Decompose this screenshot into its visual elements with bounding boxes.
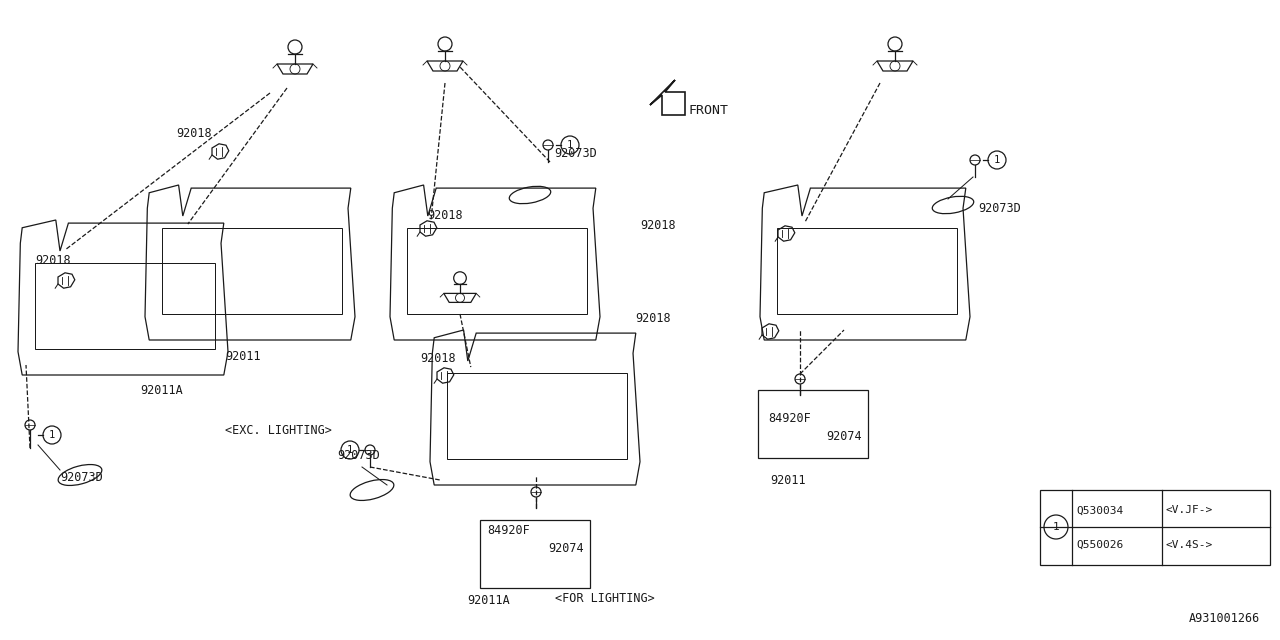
Text: 92073D: 92073D: [337, 449, 380, 461]
Text: 92011A: 92011A: [140, 383, 183, 397]
Text: <V.4S->: <V.4S->: [1166, 540, 1213, 550]
Text: 92011: 92011: [225, 349, 261, 362]
Text: 92073D: 92073D: [554, 147, 596, 159]
Text: 92018: 92018: [420, 351, 456, 365]
Bar: [758, 390, 868, 458]
Text: 92011A: 92011A: [467, 593, 509, 607]
Text: 92074: 92074: [826, 429, 861, 442]
Text: Q550026: Q550026: [1076, 540, 1124, 550]
Text: <EXC. LIGHTING>: <EXC. LIGHTING>: [225, 424, 332, 436]
Text: 1: 1: [993, 155, 1000, 165]
Text: 92011: 92011: [771, 474, 805, 486]
Text: 92073D: 92073D: [60, 470, 102, 483]
Bar: [1039, 490, 1270, 565]
Text: 1: 1: [49, 430, 55, 440]
Text: 92073D: 92073D: [978, 202, 1020, 214]
Text: FRONT: FRONT: [689, 104, 728, 116]
Text: 92018: 92018: [635, 312, 671, 324]
Text: Q530034: Q530034: [1076, 505, 1124, 515]
Text: 92018: 92018: [35, 253, 70, 266]
Text: 92018: 92018: [428, 209, 462, 221]
Text: 92018: 92018: [177, 127, 211, 140]
Text: <V.JF->: <V.JF->: [1166, 505, 1213, 515]
Text: 84920F: 84920F: [486, 524, 530, 536]
Bar: [480, 520, 590, 588]
Text: A931001266: A931001266: [1189, 612, 1260, 625]
Text: 84920F: 84920F: [768, 412, 810, 424]
Text: 92074: 92074: [548, 541, 584, 554]
Text: 92018: 92018: [640, 218, 676, 232]
Text: 1: 1: [347, 445, 353, 455]
Text: 1: 1: [567, 140, 573, 150]
Text: <FOR LIGHTING>: <FOR LIGHTING>: [556, 591, 655, 605]
Text: 1: 1: [1052, 522, 1060, 532]
